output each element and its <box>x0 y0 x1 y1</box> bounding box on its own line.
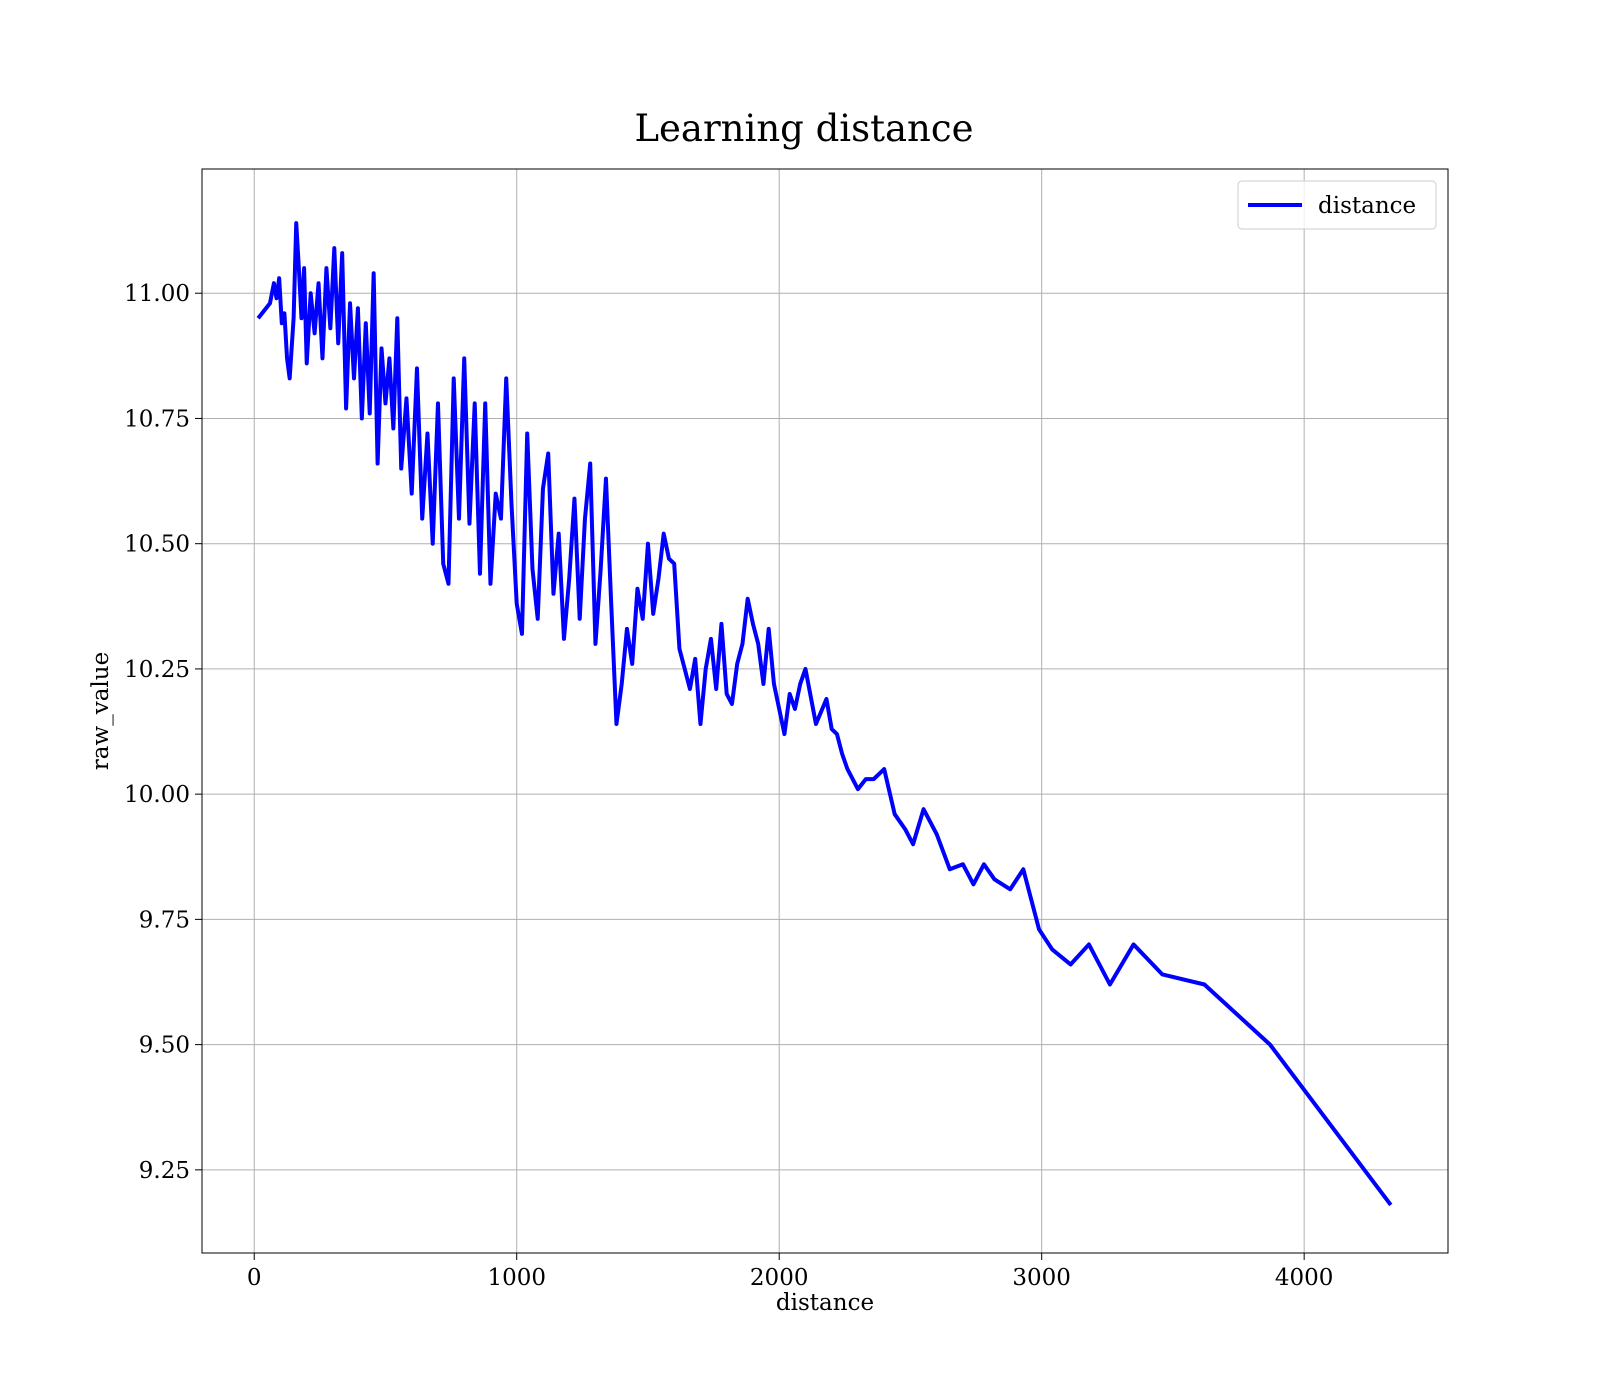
plot-frame <box>201 168 1449 1254</box>
x-tick-label: 2000 <box>750 1265 809 1291</box>
y-tick-label: 10.50 <box>124 532 190 558</box>
legend-label: distance <box>1318 193 1416 219</box>
y-tick-label: 10.75 <box>124 406 190 432</box>
y-tick-label: 9.75 <box>139 907 190 933</box>
y-tick-label: 9.50 <box>139 1033 190 1059</box>
y-axis-label: raw_value <box>88 652 114 770</box>
x-tick-label: 0 <box>247 1265 262 1291</box>
x-tick-label: 4000 <box>1275 1265 1334 1291</box>
x-tick-label: 3000 <box>1012 1265 1071 1291</box>
x-tick-label: 1000 <box>487 1265 546 1291</box>
y-tick-label: 10.00 <box>124 782 190 808</box>
legend: distance <box>1237 180 1437 230</box>
y-tick-label: 11.00 <box>124 281 190 307</box>
legend-box <box>1237 180 1437 230</box>
chart-title: Learning distance <box>634 107 973 150</box>
y-tick-label: 10.25 <box>124 657 190 683</box>
data-line <box>256 221 1393 1207</box>
y-tick-label: 9.25 <box>139 1158 190 1184</box>
x-axis-label: distance <box>776 1290 874 1316</box>
